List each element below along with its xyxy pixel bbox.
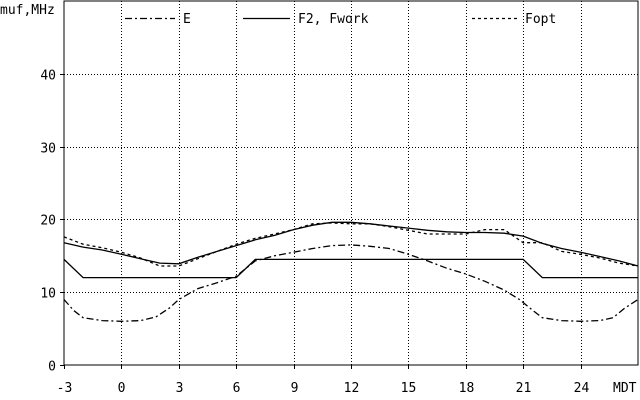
series-line-e-0 xyxy=(63,244,639,322)
x-tick-label: 9 xyxy=(291,381,299,396)
series-line-f2-fwork-1 xyxy=(63,258,638,279)
series-line-f2-fwork-2 xyxy=(63,221,639,267)
x-tick-label: 12 xyxy=(344,381,360,396)
x-tick-label: 18 xyxy=(459,381,475,396)
x-tick-label: 21 xyxy=(516,381,532,396)
y-tick-label: 30 xyxy=(40,142,56,157)
x-tick-label: 3 xyxy=(176,381,184,396)
x-tick-label: 24 xyxy=(574,381,590,396)
y-tick-label: 40 xyxy=(40,69,56,84)
x-axis-unit-label: MDT xyxy=(613,381,637,396)
series-lines xyxy=(63,221,639,322)
legend-label-2: Fopt xyxy=(525,12,556,27)
y-tick-label: 10 xyxy=(40,287,56,302)
legend: E F2, Fwork Fopt xyxy=(125,12,556,27)
grid xyxy=(64,1,638,365)
x-tick-label: 15 xyxy=(401,381,417,396)
x-tick-label: 0 xyxy=(118,381,126,396)
y-tick-label: 20 xyxy=(40,214,56,229)
legend-label-1: F2, Fwork xyxy=(298,12,369,27)
y-tick-label: 0 xyxy=(48,360,56,375)
y-axis-label: muf,MHz xyxy=(0,3,55,18)
legend-label-0: E xyxy=(183,12,191,27)
x-tick-label: -3 xyxy=(57,381,73,396)
x-tick-label: 6 xyxy=(233,381,241,396)
